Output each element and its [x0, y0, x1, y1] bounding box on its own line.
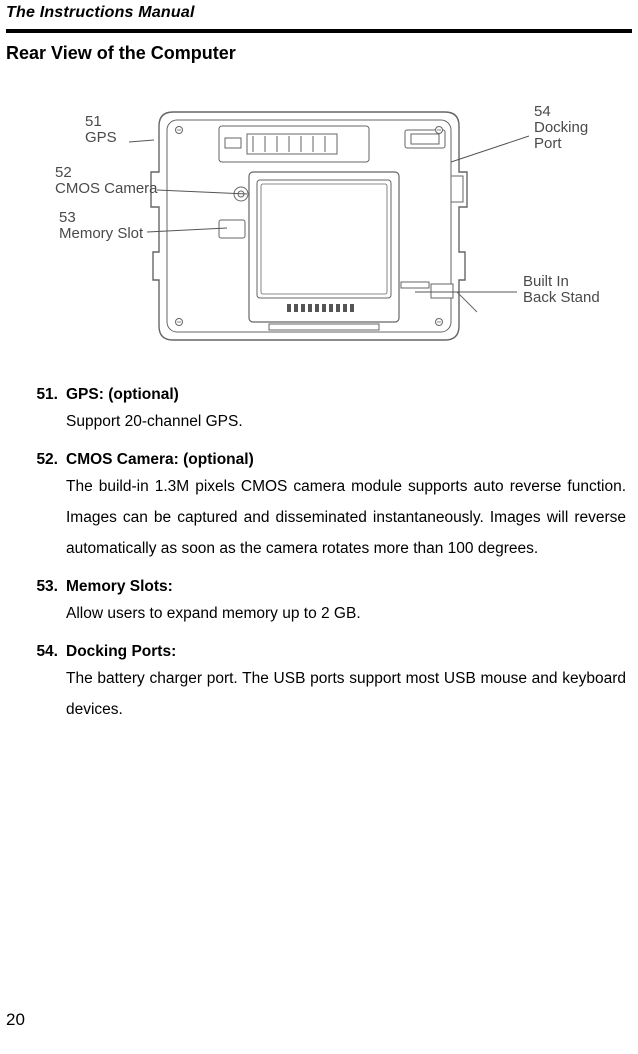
page-number: 20: [6, 1010, 25, 1030]
section-title: Rear View of the Computer: [0, 33, 638, 64]
page: The Instructions Manual Rear View of the…: [0, 0, 638, 725]
item-number: 51.: [30, 386, 66, 437]
svg-text:Docking: Docking: [534, 119, 588, 136]
svg-text:53: 53: [59, 209, 76, 226]
list-item: 54. Docking Ports: The battery charger p…: [30, 643, 632, 725]
item-number: 53.: [30, 578, 66, 629]
svg-text:Back Stand: Back Stand: [523, 289, 599, 306]
list-item: 51. GPS: (optional) Support 20-channel G…: [30, 386, 632, 437]
item-body: GPS: (optional) Support 20-channel GPS.: [66, 386, 632, 437]
item-title: Memory Slots:: [66, 578, 626, 596]
item-description: The battery charger port. The USB ports …: [66, 663, 626, 725]
item-title: CMOS Camera: (optional): [66, 451, 626, 469]
feature-list: 51. GPS: (optional) Support 20-channel G…: [0, 368, 638, 725]
svg-text:CMOS Camera: CMOS Camera: [55, 180, 158, 197]
item-description: The build-in 1.3M pixels CMOS camera mod…: [66, 471, 626, 564]
svg-text:52: 52: [55, 164, 72, 181]
list-item: 53. Memory Slots: Allow users to expand …: [30, 578, 632, 629]
svg-text:Port: Port: [534, 135, 562, 152]
svg-text:Built In: Built In: [523, 273, 569, 290]
list-item: 52. CMOS Camera: (optional) The build-in…: [30, 451, 632, 564]
svg-text:Memory Slot: Memory Slot: [59, 225, 144, 242]
svg-text:51: 51: [85, 113, 102, 130]
rear-view-svg: 51GPS 52CMOS Camera 53Memory Slot 54Docking…: [39, 92, 599, 352]
item-title: Docking Ports:: [66, 643, 626, 661]
item-number: 52.: [30, 451, 66, 564]
svg-text:54: 54: [534, 103, 551, 120]
item-title: GPS: (optional): [66, 386, 626, 404]
item-body: Docking Ports: The battery charger port.…: [66, 643, 632, 725]
manual-header: The Instructions Manual: [0, 4, 638, 26]
item-body: Memory Slots: Allow users to expand memo…: [66, 578, 632, 629]
item-body: CMOS Camera: (optional) The build-in 1.3…: [66, 451, 632, 564]
item-description: Allow users to expand memory up to 2 GB.: [66, 598, 626, 629]
svg-text:GPS: GPS: [85, 129, 117, 146]
item-number: 54.: [30, 643, 66, 725]
item-description: Support 20-channel GPS.: [66, 406, 626, 437]
rear-view-figure: 51GPS 52CMOS Camera 53Memory Slot 54Docking…: [39, 92, 599, 352]
